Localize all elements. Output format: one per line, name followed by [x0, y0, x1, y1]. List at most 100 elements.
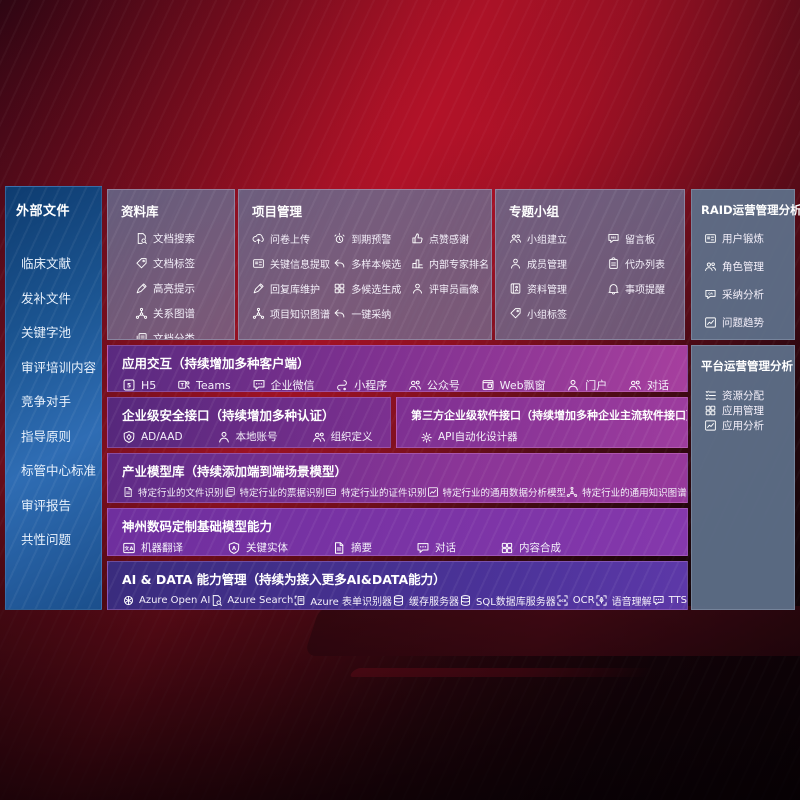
reply-arrow-icon — [333, 307, 346, 320]
industry-list: 特定行业的文件识别 特定行业的票据识别 特定行业的证件识别 特定行业的通用数据分… — [108, 485, 687, 499]
portrait-icon — [411, 282, 424, 295]
feature-item: 企业微信 — [252, 377, 315, 392]
feature-label: 语音理解 — [611, 597, 652, 608]
feature-item: 点赞感谢 — [411, 231, 489, 246]
feature-item: 到期预警 — [333, 231, 411, 246]
feature-item: 应用分析 — [704, 418, 794, 433]
chat-bubble-icon — [252, 378, 266, 392]
feature-item: 应用管理 — [704, 403, 794, 418]
highlight-pen-icon — [252, 282, 265, 295]
feature-item: 评审员画像 — [411, 281, 489, 296]
feature-label: 特定行业的票据识别 — [239, 488, 326, 499]
feature-label: 用户锻炼 — [722, 233, 764, 245]
tag-icon — [135, 257, 148, 270]
user-group-icon — [704, 260, 717, 273]
sidebar-item: 审评培训内容 — [21, 359, 97, 375]
group-columns: 小组建立 成员管理 资料管理 小组标签 — [496, 231, 684, 321]
security-list: AD/AAD 本地账号 组织定义 — [108, 429, 390, 444]
thirdparty-title: 第三方企业级软件接口（持续增加多种企业主流软件接口） — [411, 409, 688, 422]
feature-label: 一键采纳 — [351, 310, 392, 321]
feature-label: 文档分类 — [153, 333, 195, 340]
feature-item: 多样本候选 — [333, 256, 411, 271]
interaction-title: 应用交互（持续增加多种客户端） — [122, 356, 310, 371]
group-title: 专题小组 — [509, 204, 560, 219]
feature-item: 关系图谱 — [135, 306, 234, 321]
feature-item: 高亮提示 — [135, 281, 234, 296]
platform-list: 资源分配 应用管理 应用分析 — [692, 388, 794, 433]
project-columns: 问卷上传 关键信息提取 回复库维护 项目知识图谱 — [239, 231, 491, 321]
industry-title: 产业模型库（持续添加端到端场景模型） — [122, 464, 348, 479]
feature-item: H5 — [122, 378, 157, 392]
form-doc-icon — [293, 594, 306, 607]
enterprise-security-row: 企业级安全接口（持续增加多种认证） AD/AAD 本地账号 组织定义 — [107, 397, 391, 448]
feature-label: 问题趋势 — [722, 317, 764, 329]
feature-label: 多样本候选 — [351, 260, 402, 271]
feature-item: 成员管理 — [509, 256, 607, 271]
feature-label: 摘要 — [351, 542, 372, 554]
feature-label: 资源分配 — [722, 390, 764, 402]
feature-label: 对话 — [647, 379, 669, 392]
user-group-icon — [408, 378, 422, 392]
desk-silhouette — [303, 606, 800, 656]
trend-chart-icon — [704, 316, 717, 329]
feature-label: 机器翻译 — [141, 542, 183, 554]
openai-swirl-icon — [122, 594, 135, 607]
external-files-panel: 外部文件 临床文献 发补文件 关键字池 审评培训内容 竞争对手 指导原则 标管中… — [5, 186, 102, 610]
feature-label: 多候选生成 — [351, 285, 402, 296]
feature-item: Web飘窗 — [481, 377, 546, 391]
feature-item: 小程序 — [335, 377, 387, 391]
feature-label: SQL数据库服务器 — [476, 597, 556, 608]
feature-label: 对话 — [435, 542, 456, 554]
feature-label: 项目知识图谱 — [270, 310, 330, 321]
feature-item: 内容合成 — [500, 540, 561, 555]
feature-label: Azure 表单识别器 — [310, 597, 392, 608]
aidata-list: Azure Open AI Azure Search Azure 表单识别器 缓… — [108, 593, 687, 608]
sidebar-item: 发补文件 — [21, 290, 72, 306]
feature-label: AD/AAD — [141, 430, 183, 443]
interaction-list: H5 Teams 企业微信 小程序 — [108, 377, 687, 392]
feature-label: 高亮提示 — [153, 283, 195, 295]
feature-label: 特定行业的证件识别 — [341, 488, 427, 499]
feature-label: Azure Open AI — [139, 595, 211, 606]
feature-label: 组织定义 — [330, 431, 373, 443]
knowledge-graph-icon — [252, 307, 265, 320]
feature-item: 文档搜索 — [135, 231, 234, 246]
external-files-title: 外部文件 — [16, 204, 71, 219]
feature-label: H5 — [141, 378, 157, 392]
user-group-icon — [628, 378, 642, 392]
bbs-board-icon — [607, 232, 620, 245]
feature-label: Teams — [195, 378, 231, 392]
feature-item: 问卷上传 — [252, 231, 333, 246]
feature-item: 事项提醒 — [607, 281, 665, 296]
puzzle-grid-icon — [500, 541, 514, 555]
feature-item: TTS — [652, 594, 687, 607]
feature-item: 组织定义 — [312, 429, 373, 444]
portrait-icon — [217, 430, 231, 444]
h5-icon — [122, 378, 136, 392]
info-card-icon — [325, 486, 337, 498]
feature-label: 角色管理 — [722, 261, 764, 273]
alarm-icon — [333, 232, 346, 245]
feature-label: 企业微信 — [270, 379, 315, 392]
feature-item: Azure Open AI — [122, 594, 210, 607]
feature-item: 公众号 — [408, 377, 460, 392]
feature-item: 门户 — [566, 377, 608, 392]
feature-item: 角色管理 — [704, 259, 794, 274]
trend-chart-icon — [704, 419, 717, 432]
feature-label: 回复库维护 — [270, 285, 320, 296]
feature-item: 一键采纳 — [333, 306, 411, 321]
feature-item: 文档标签 — [135, 256, 234, 271]
feature-label: 门户 — [585, 379, 608, 392]
feature-item: AD/AAD — [122, 430, 183, 444]
database-icon — [392, 594, 405, 607]
puzzle-grid-icon — [333, 282, 346, 295]
trend-chart-icon — [427, 486, 439, 498]
knowledge-graph-icon — [135, 307, 148, 320]
feature-item: 代办列表 — [607, 256, 665, 271]
project-col3: 点赞感谢 内部专家排名 评审员画像 — [411, 231, 489, 321]
topic-group-box: 专题小组 小组建立 成员管理 资料管理 — [495, 189, 685, 340]
project-col1: 问卷上传 关键信息提取 回复库维护 项目知识图谱 — [252, 231, 333, 321]
feature-item: 多候选生成 — [333, 281, 411, 296]
doc-search-icon — [135, 232, 148, 245]
